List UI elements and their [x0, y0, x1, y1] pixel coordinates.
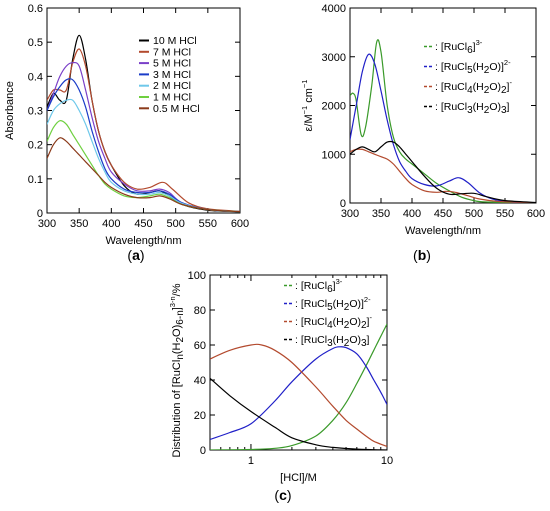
x-tick-label: 350	[70, 218, 88, 230]
y-tick-label: 0	[340, 198, 346, 210]
x-tick-label: 300	[38, 218, 56, 230]
x-tick-label: 550	[496, 208, 514, 220]
y-tick-label: 0.4	[28, 71, 43, 83]
x-axis-label: Wavelength/nm	[105, 235, 181, 247]
chart-panel-b: 300 350 400 450 500 550 600 0 1000 2000 3000 4000 Wa…	[300, 3, 545, 263]
legend-entry: : [RuCl6]3-	[295, 277, 343, 295]
y-tick-label: 3000	[322, 52, 346, 64]
legend: : [RuCl6]3- : [RuCl5(H2O)]2- : [RuCl4(H2O)…	[424, 38, 512, 116]
series-line-c-3	[210, 377, 387, 450]
legend-entry: : [RuCl6]3-	[435, 38, 483, 56]
x-tick-label: 600	[527, 208, 545, 220]
y-tick-label: 0.6	[28, 3, 43, 15]
series-line-c-2	[210, 343, 387, 448]
y-axis: 0 20 40 60 80 100	[188, 270, 387, 457]
y-tick-label: 80	[194, 305, 206, 317]
y-tick-label: 40	[194, 375, 206, 387]
plot-frame	[46, 7, 241, 214]
y-tick-label: 2000	[322, 101, 346, 113]
series-line-b-0	[350, 39, 536, 203]
y-tick-label: 0.3	[28, 106, 43, 118]
x-tick-label: 350	[372, 208, 390, 220]
legend-entry: : [RuCl4(H2O)2]-	[435, 78, 512, 96]
y-tick-label: 100	[188, 270, 206, 282]
series-group	[350, 39, 536, 203]
series-group	[210, 323, 387, 450]
x-tick-label: 450	[434, 208, 452, 220]
x-tick-label: 500	[465, 208, 483, 220]
legend-entry: : [RuCl3(H2O)3]	[435, 101, 510, 116]
x-tick-label: 500	[166, 218, 184, 230]
y-tick-label: 0.5	[28, 37, 43, 49]
series-line-a-2	[47, 61, 240, 213]
plot-frame	[209, 274, 388, 451]
y-tick-label: 4000	[322, 3, 346, 15]
series-line-a-4	[47, 98, 240, 213]
series-line-a-3	[47, 78, 240, 213]
x-tick-label: 450	[134, 218, 152, 230]
series-line-a-6	[47, 137, 240, 213]
x-axis: 1 10	[209, 275, 393, 467]
x-tick-label: 550	[199, 218, 217, 230]
panel-caption: (b)	[413, 247, 431, 263]
series-line-a-5	[47, 120, 240, 213]
series-line-c-0	[210, 323, 387, 450]
series-line-b-1	[350, 53, 536, 203]
x-axis: 300 350 400 450 500 550 600	[341, 8, 545, 220]
legend: : [RuCl6]3-: [RuCl5(H2O)]2-: [RuCl4(H2O)…	[284, 277, 372, 349]
legend-entry: 1 M HCl	[153, 92, 191, 104]
y-axis: 0 1000 2000 3000 4000	[322, 3, 536, 210]
series-line-b-2	[350, 148, 536, 203]
series-group	[47, 34, 240, 213]
legend-entry: : [RuCl4(H2O)2]-	[295, 313, 372, 331]
series-line-c-1	[210, 346, 387, 441]
series-line-b-3	[350, 140, 536, 203]
y-axis-label: Distribution of [RuCln(H2O)6-n]3-n/%	[168, 283, 186, 457]
series-line-a-1	[47, 48, 240, 212]
panel-caption: (c)	[274, 487, 291, 503]
x-tick-label: 10	[381, 455, 393, 467]
y-tick-label: 0.2	[28, 140, 43, 152]
series-line-a-0	[47, 34, 240, 213]
y-tick-label: 1000	[322, 149, 346, 161]
x-tick-label: 300	[341, 208, 359, 220]
y-tick-label: 0	[200, 445, 206, 457]
y-tick-label: 20	[194, 410, 206, 422]
y-axis-label: ε/M−1 cm−1	[300, 80, 315, 132]
y-axis-label: Absorbance	[4, 81, 16, 140]
y-tick-label: 0.1	[28, 174, 43, 186]
legend-entry: 0.5 M HCl	[153, 103, 200, 115]
x-tick-label: 1	[248, 455, 254, 467]
y-tick-label: 60	[194, 340, 206, 352]
legend-entry: : [RuCl5(H2O)]2-	[435, 58, 511, 76]
legend-entry: 5 M HCl	[153, 58, 191, 70]
panel-caption: (a)	[127, 247, 144, 263]
legend-entry: 10 M HCl	[153, 35, 197, 47]
legend-entry: 2 M HCl	[153, 80, 191, 92]
legend-entry: : [RuCl3(H2O)3]	[295, 334, 370, 349]
y-axis: 0 0.1 0.2 0.3 0.4 0.5 0.6	[28, 3, 240, 220]
x-axis-label: Wavelength/nm	[405, 225, 481, 237]
legend-entry: 3 M HCl	[153, 69, 191, 81]
chart-panel-a: 300 350 400 450 500 550 600 0 0.1 0.2 0.3 0.4 0.5 0.6…	[4, 3, 249, 263]
x-axis: 300 350 400 450 500 550 600	[38, 8, 249, 230]
y-tick-label: 0	[37, 208, 43, 220]
x-tick-label: 400	[403, 208, 421, 220]
x-tick-label: 400	[102, 218, 120, 230]
legend-entry: : [RuCl5(H2O)]2-	[295, 295, 371, 313]
legend-entry: 7 M HCl	[153, 46, 191, 58]
x-axis-label: [HCl]/M	[280, 472, 317, 484]
x-tick-label: 600	[231, 218, 249, 230]
